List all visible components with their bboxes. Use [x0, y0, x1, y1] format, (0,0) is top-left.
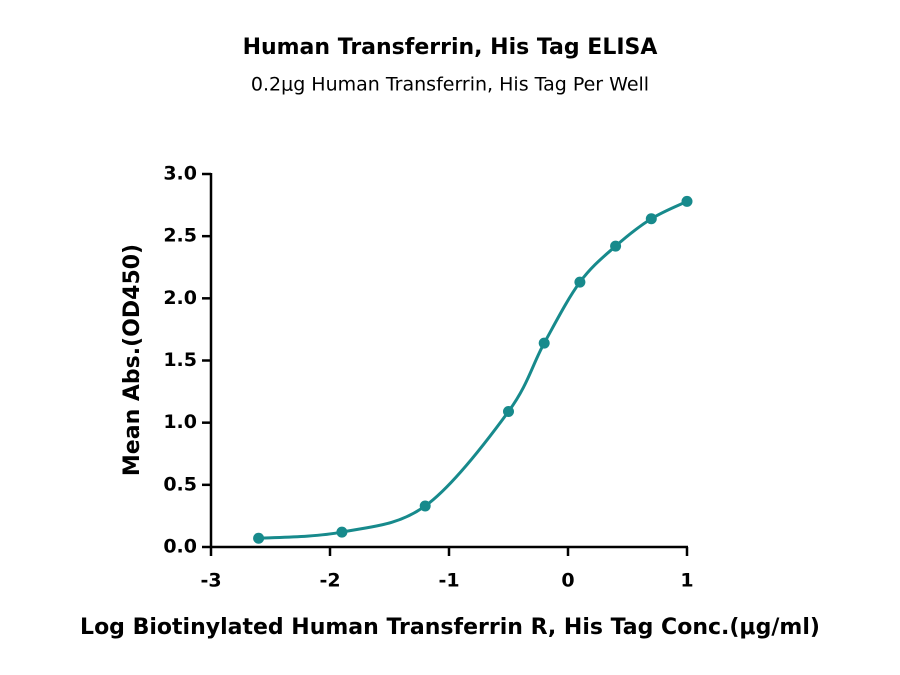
- y-tick-label: 1.5: [163, 349, 197, 371]
- data-point: [574, 276, 586, 288]
- data-point: [681, 195, 693, 207]
- data-point: [419, 500, 431, 512]
- y-tick-label: 2.0: [163, 287, 197, 309]
- data-point: [336, 526, 348, 538]
- x-tick-label: -2: [319, 570, 340, 592]
- data-point: [253, 532, 265, 544]
- fit-curve: [258, 200, 688, 540]
- x-tick-label: 1: [680, 570, 693, 592]
- y-axis-label: Mean Abs.(OD450): [120, 244, 145, 476]
- data-point: [645, 213, 657, 225]
- y-tick-label: 3.0: [163, 163, 197, 185]
- chart-subtitle: 0.2μg Human Transferrin, His Tag Per Wel…: [251, 74, 649, 96]
- data-point: [503, 405, 514, 417]
- y-tick-label: 1.0: [163, 411, 197, 433]
- x-tick-label: -3: [200, 570, 221, 592]
- x-tick-label: 0: [561, 570, 574, 592]
- x-axis-label: Log Biotinylated Human Transferrin R, Hi…: [80, 615, 820, 640]
- y-tick-label: 0.0: [163, 536, 197, 558]
- y-tick-label: 0.5: [163, 473, 197, 495]
- y-tick-label: 2.5: [163, 225, 197, 247]
- data-point: [538, 337, 550, 349]
- x-tick-label: -1: [438, 570, 459, 592]
- data-point: [610, 240, 622, 252]
- chart-title: Human Transferrin, His Tag ELISA: [243, 35, 658, 60]
